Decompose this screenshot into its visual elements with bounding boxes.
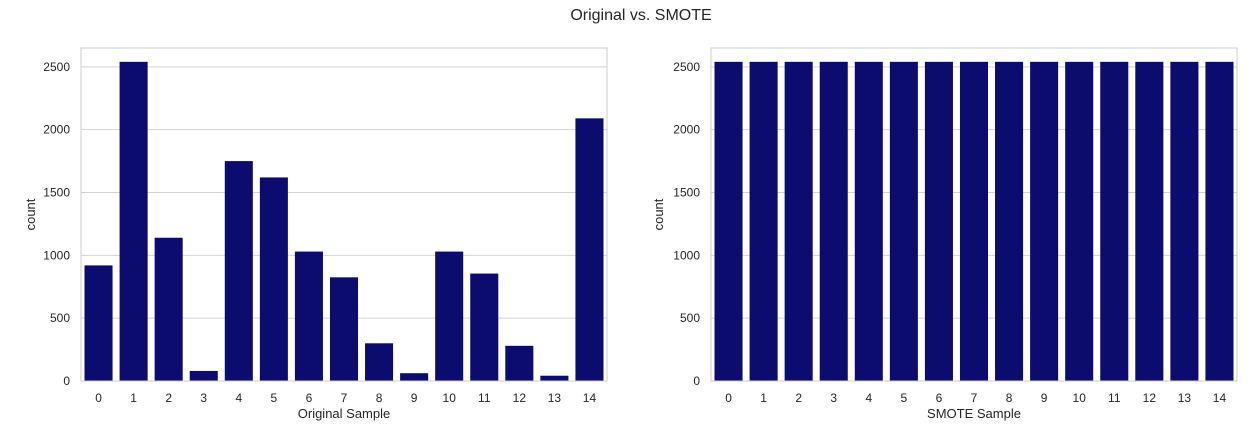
bar-13	[540, 375, 569, 381]
x-tick-label: 11	[478, 391, 491, 405]
bar-11	[470, 273, 499, 381]
bar-7	[959, 61, 989, 382]
x-tick-label: 3	[200, 391, 207, 405]
bar-1	[119, 61, 148, 382]
bar-12	[1135, 61, 1164, 382]
bar-2	[784, 61, 813, 382]
bar-0	[84, 265, 113, 381]
x-axis-label-left: Original Sample	[298, 406, 391, 421]
x-tick-label: 13	[1178, 391, 1192, 405]
y-tick-label: 500	[680, 311, 700, 325]
y-tick-label: 500	[50, 311, 70, 325]
bar-12	[505, 345, 534, 381]
y-tick-label: 1000	[43, 248, 70, 262]
bar-0	[714, 61, 743, 382]
bar-10	[1065, 61, 1094, 382]
x-tick-label: 8	[376, 391, 383, 405]
y-tick-label: 2500	[673, 60, 700, 74]
x-tick-label: 10	[1073, 391, 1087, 405]
x-tick-label: 14	[583, 391, 597, 405]
y-tick-label: 2000	[673, 123, 700, 137]
bar-5	[259, 177, 288, 381]
bar-11	[1100, 61, 1129, 382]
x-tick-label: 2	[795, 391, 802, 405]
x-tick-label: 7	[971, 391, 978, 405]
x-tick-label: 0	[95, 391, 102, 405]
x-tick-label: 5	[271, 391, 278, 405]
y-axis-label-right: count	[651, 198, 666, 230]
x-tick-label: 10	[443, 391, 457, 405]
x-tick-label: 12	[1143, 391, 1157, 405]
bar-13	[1170, 61, 1199, 382]
y-tick-label: 1500	[673, 186, 700, 200]
y-tick-label: 0	[63, 374, 70, 388]
bar-5	[889, 61, 918, 382]
bar-2	[154, 237, 183, 381]
bar-3	[189, 370, 218, 381]
bar-8	[365, 343, 394, 381]
plot-frame	[80, 47, 608, 382]
x-tick-label: 7	[341, 391, 348, 405]
x-tick-label: 13	[548, 391, 562, 405]
y-tick-label: 1000	[673, 248, 700, 262]
x-tick-label: 5	[901, 391, 908, 405]
bar-9	[1030, 61, 1059, 382]
bar-1	[749, 61, 778, 382]
y-axis-label-left: count	[23, 198, 38, 230]
bar-14	[575, 118, 604, 381]
x-tick-label: 3	[830, 391, 837, 405]
y-tick-label: 2500	[43, 60, 70, 74]
x-tick-label: 4	[865, 391, 872, 405]
bar-9	[400, 373, 429, 381]
x-tick-label: 6	[306, 391, 313, 405]
x-tick-label: 8	[1006, 391, 1013, 405]
bar-6	[294, 251, 323, 381]
figure-title: Original vs. SMOTE	[570, 7, 711, 24]
x-tick-label: 2	[165, 391, 172, 405]
bar-4	[224, 161, 253, 381]
plot-frame	[710, 47, 1238, 382]
y-tick-label: 1500	[43, 186, 70, 200]
bar-3	[819, 61, 848, 382]
y-tick-label: 0	[693, 374, 700, 388]
bars-right	[714, 61, 1234, 382]
x-tick-label: 1	[130, 391, 137, 405]
x-tick-label: 1	[760, 391, 767, 405]
x-tick-label: 11	[1108, 391, 1121, 405]
x-tick-label: 4	[235, 391, 242, 405]
x-tick-label: 14	[1213, 391, 1227, 405]
bar-14	[1205, 61, 1234, 382]
y-tick-label: 2000	[43, 123, 70, 137]
bar-10	[435, 251, 464, 381]
bar-6	[924, 61, 953, 382]
x-tick-label: 9	[411, 391, 418, 405]
bar-7	[329, 277, 359, 381]
x-tick-label: 0	[725, 391, 732, 405]
bar-8	[995, 61, 1024, 382]
bar-4	[854, 61, 883, 382]
bars-left	[84, 61, 604, 382]
x-tick-label: 6	[936, 391, 943, 405]
x-tick-label: 12	[513, 391, 527, 405]
x-tick-label: 9	[1041, 391, 1048, 405]
x-axis-label-right: SMOTE Sample	[927, 406, 1021, 421]
